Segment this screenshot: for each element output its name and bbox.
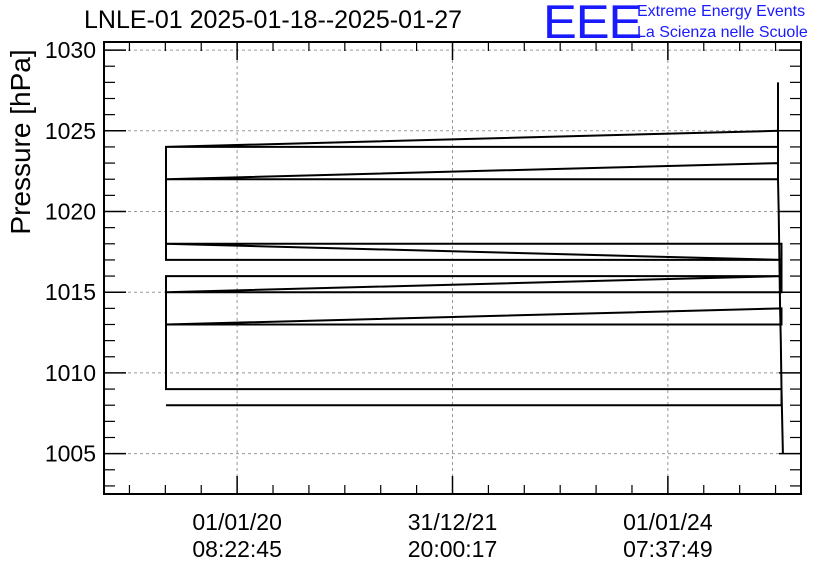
y-tick-label: 1015 bbox=[45, 279, 96, 305]
eee-logo: EEE bbox=[543, 0, 642, 48]
logo-subtitle-line2: La Scienza nelle Scuole bbox=[637, 24, 808, 41]
pressure-series-line-1 bbox=[165, 129, 783, 407]
x-tick-label-date: 01/01/20 bbox=[192, 509, 282, 535]
x-tick-label-date: 31/12/21 bbox=[408, 509, 498, 535]
series-layer bbox=[165, 82, 784, 454]
x-tick-label-date: 01/01/24 bbox=[623, 509, 713, 535]
labels-layer: 1005 1010 1015 1020 1025 1030 01/01/2008:22:45… bbox=[45, 37, 713, 562]
y-tick-label: 1030 bbox=[45, 37, 96, 63]
logo-subtitle-line1: Extreme Energy Events bbox=[637, 3, 806, 20]
x-tick-label-time: 08:22:45 bbox=[192, 536, 282, 562]
y-tick-label: 1025 bbox=[45, 118, 96, 144]
ticks-layer bbox=[104, 42, 801, 494]
y-tick-label: 1010 bbox=[45, 360, 96, 386]
y-tick-label: 1005 bbox=[45, 441, 96, 467]
x-tick-label-time: 07:37:49 bbox=[623, 536, 713, 562]
chart-title: LNLE-01 2025-01-18--2025-01-27 bbox=[84, 6, 463, 34]
pressure-series-line-2 bbox=[777, 82, 784, 454]
y-tick-label: 1020 bbox=[45, 199, 96, 225]
x-tick-label-time: 20:00:17 bbox=[408, 536, 498, 562]
grid-layer bbox=[104, 42, 801, 494]
y-axis-label: Pressure [hPa] bbox=[5, 49, 36, 234]
